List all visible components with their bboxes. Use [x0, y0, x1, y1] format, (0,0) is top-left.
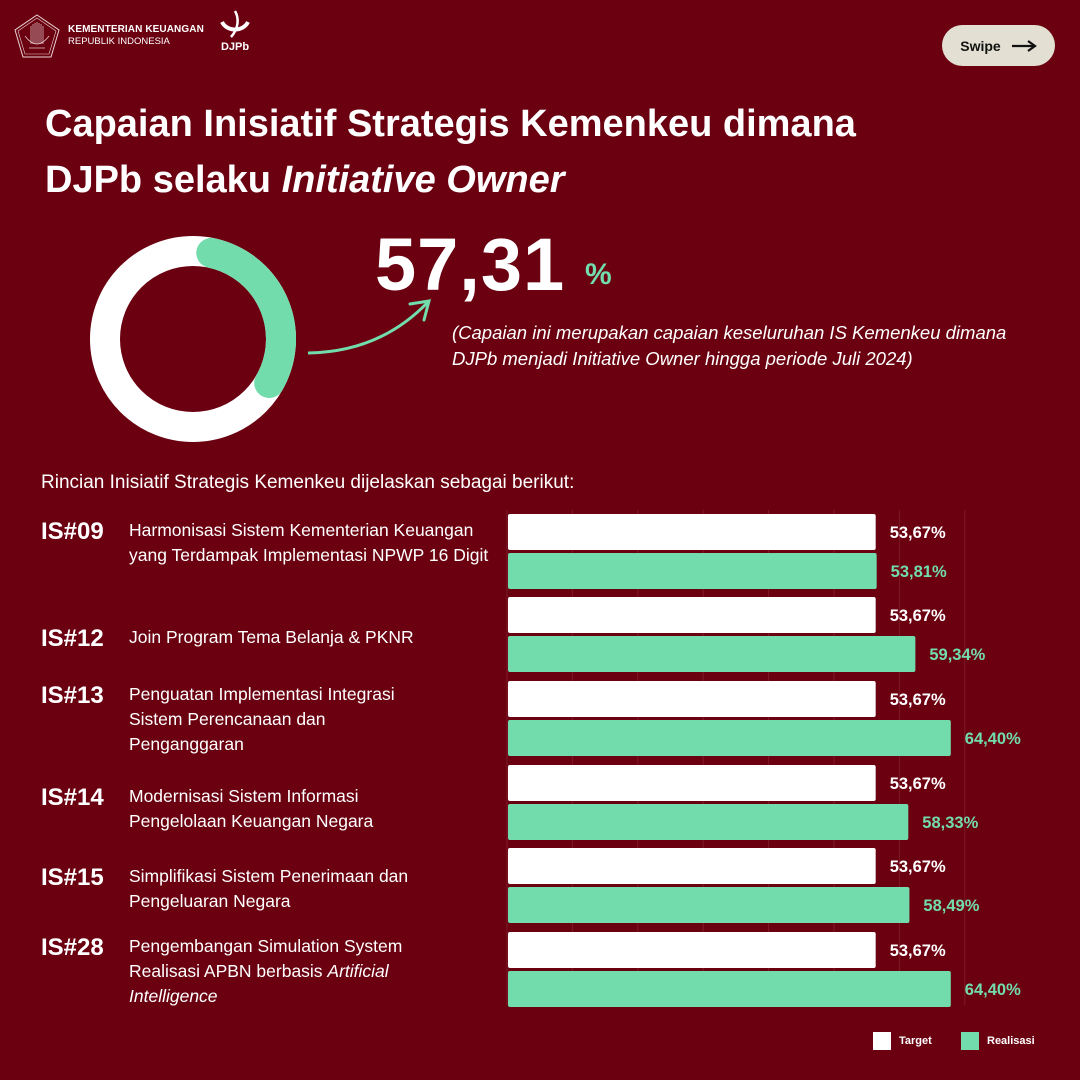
summary-unit: %	[585, 258, 612, 291]
bar-realisasi-IS#14	[508, 804, 909, 840]
initiative-code: IS#12	[41, 625, 104, 652]
initiative-bar-chart: 53,67% 53,81% 53,67% 59,34% 53,67% 64,40% 53,6…	[506, 510, 1021, 1007]
ministry-name: KEMENTERIAN KEUANGAN	[68, 23, 204, 35]
swipe-label: Swipe	[960, 37, 1001, 54]
curved-arrow-icon	[307, 299, 432, 355]
initiative-desc: Simplifikasi Sistem Penerimaan dan Penge…	[129, 864, 459, 914]
initiative-desc-text: Penguatan Implementasi Integrasi Sistem …	[129, 684, 395, 754]
legend-swatch-target	[873, 1032, 891, 1050]
chart-value-labels: 53,67% 53,81% 53,67% 59,34% 53,67% 64,40% 53,6…	[890, 524, 1021, 999]
section-subtitle: Rincian Inisiatif Strategis Kemenkeu dij…	[41, 472, 575, 493]
chart-bars	[508, 514, 951, 1007]
value-label-target-IS#28: 53,67%	[890, 942, 946, 960]
initiative-row-label: IS#28 Pengembangan Simulation System Rea…	[41, 934, 449, 1009]
initiative-desc: Modernisasi Sistem Informasi Pengelolaan…	[129, 784, 429, 834]
swipe-button[interactable]: Swipe	[942, 25, 1055, 66]
bar-target-IS#12	[508, 597, 876, 633]
initiative-desc: Penguatan Implementasi Integrasi Sistem …	[129, 682, 439, 757]
value-label-target-IS#14: 53,67%	[890, 775, 946, 793]
initiative-row-label: IS#15 Simplifikasi Sistem Penerimaan dan…	[41, 864, 459, 914]
title-line2-prefix: DJPb selaku	[45, 159, 282, 201]
initiative-desc: Join Program Tema Belanja & PKNR	[129, 625, 499, 653]
summary-donut-chart	[90, 236, 296, 442]
bar-realisasi-IS#13	[508, 720, 951, 756]
value-label-realisasi-IS#13: 64,40%	[965, 730, 1021, 748]
bar-realisasi-IS#09	[508, 553, 877, 589]
initiative-desc-text: Simplifikasi Sistem Penerimaan dan Penge…	[129, 866, 409, 911]
djpb-logo: DJPb	[214, 10, 256, 53]
ministry-logo-group: KEMENTERIAN KEUANGAN REPUBLIK INDONESIA	[12, 12, 204, 60]
value-label-realisasi-IS#14: 58,33%	[922, 814, 978, 832]
arrow-right-icon	[1011, 39, 1037, 52]
value-label-target-IS#09: 53,67%	[890, 524, 946, 542]
initiative-row-label: IS#12 Join Program Tema Belanja & PKNR	[41, 625, 499, 653]
bar-realisasi-IS#15	[508, 887, 910, 923]
bar-target-IS#28	[508, 932, 876, 968]
value-label-realisasi-IS#09: 53,81%	[891, 563, 947, 581]
title-line1: Capaian Inisiatif Strategis Kemenkeu dim…	[45, 103, 856, 145]
djpb-emblem-icon	[220, 10, 250, 38]
initiative-desc-text: Modernisasi Sistem Informasi Pengelolaan…	[129, 786, 374, 831]
page-title: Capaian Inisiatif Strategis Kemenkeu dim…	[45, 96, 1045, 208]
summary-value: 57,31	[375, 223, 566, 306]
value-label-realisasi-IS#15: 58,49%	[923, 897, 979, 915]
initiative-code: IS#15	[41, 864, 104, 891]
bar-realisasi-IS#28	[508, 971, 951, 1007]
initiative-desc-italic: Artificial Intelligence	[129, 961, 389, 1006]
initiative-desc-text: Join Program Tema Belanja & PKNR	[129, 627, 414, 647]
bar-target-IS#15	[508, 848, 876, 884]
initiative-desc: Pengembangan Simulation System Realisasi…	[129, 934, 449, 1009]
bar-target-IS#14	[508, 765, 876, 801]
initiative-code: IS#09	[41, 518, 104, 545]
value-label-realisasi-IS#28: 64,40%	[965, 981, 1021, 999]
value-label-target-IS#15: 53,67%	[890, 858, 946, 876]
bar-realisasi-IS#12	[508, 636, 916, 672]
legend-item-target: Target	[873, 1032, 932, 1050]
bar-target-IS#13	[508, 681, 876, 717]
ministry-seal-icon	[14, 14, 60, 58]
ministry-country: REPUBLIK INDONESIA	[68, 36, 170, 48]
initiative-row-label: IS#09 Harmonisasi Sistem Kementerian Keu…	[41, 518, 499, 568]
legend-swatch-realisasi	[961, 1032, 979, 1050]
initiative-code: IS#28	[41, 934, 104, 961]
initiative-desc-text: Pengembangan Simulation System Realisasi…	[129, 936, 403, 981]
initiative-desc-text: Harmonisasi Sistem Kementerian Keuangan …	[129, 520, 489, 565]
legend-label-target: Target	[899, 1035, 932, 1047]
initiative-row-label: IS#14 Modernisasi Sistem Informasi Penge…	[41, 784, 429, 834]
legend-label-realisasi: Realisasi	[987, 1035, 1035, 1047]
value-label-target-IS#13: 53,67%	[890, 691, 946, 709]
initiative-code: IS#13	[41, 682, 104, 709]
value-label-realisasi-IS#12: 59,34%	[929, 646, 985, 664]
djpb-logo-text: DJPb	[220, 41, 250, 53]
legend-item-realisasi: Realisasi	[961, 1032, 1035, 1050]
initiative-desc: Harmonisasi Sistem Kementerian Keuangan …	[129, 518, 499, 568]
bar-target-IS#09	[508, 514, 876, 550]
title-line2-italic: Initiative Owner	[281, 159, 565, 201]
title-line2: DJPb selaku Initiative Owner	[45, 152, 1045, 208]
summary-note: (Capaian ini merupakan capaian keseluruh…	[452, 322, 1007, 369]
donut-progress-arc	[196, 237, 296, 398]
initiative-row-label: IS#13 Penguatan Implementasi Integrasi S…	[41, 682, 439, 757]
value-label-target-IS#12: 53,67%	[890, 607, 946, 625]
initiative-code: IS#14	[41, 784, 104, 811]
